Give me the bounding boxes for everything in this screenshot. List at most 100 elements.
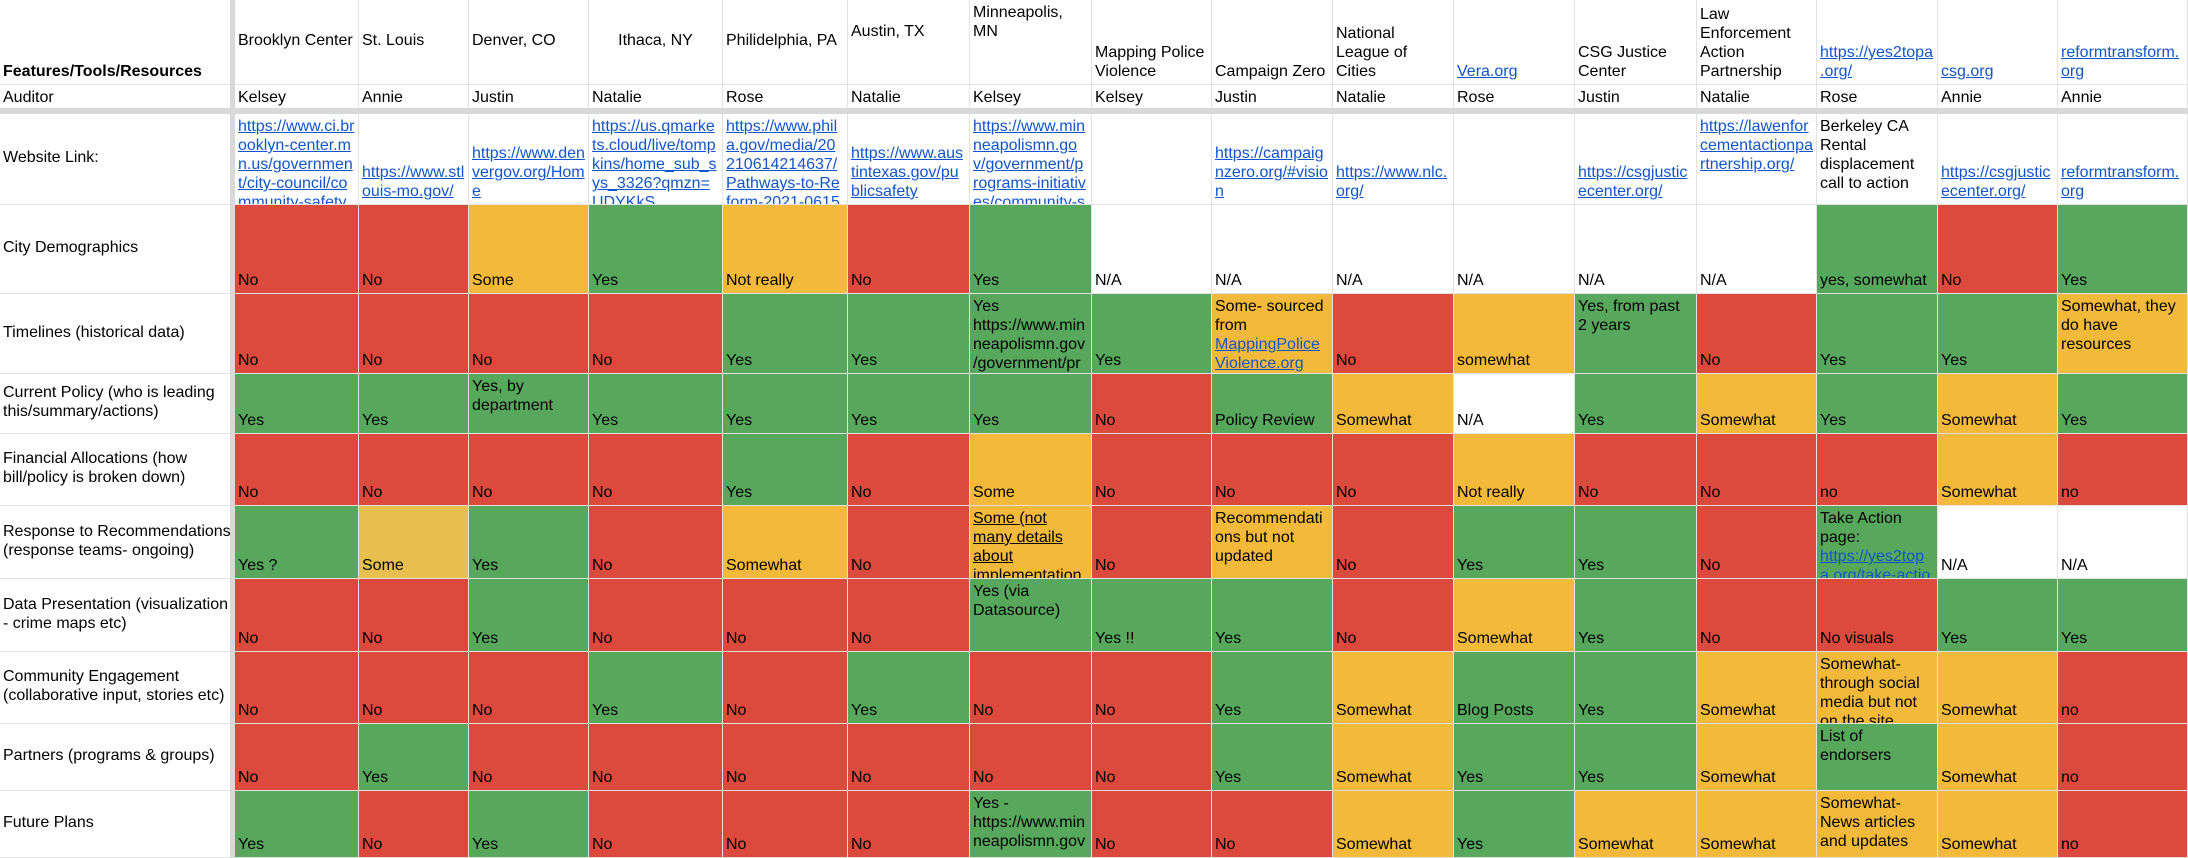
data-cell[interactable]: Policy Review	[1212, 374, 1333, 434]
data-cell[interactable]: Some	[469, 205, 589, 294]
data-cell[interactable]: https://www.phila.gov/media/202106142146…	[723, 114, 848, 205]
data-cell[interactable]: Somewhat	[1333, 724, 1454, 791]
data-cell[interactable]: Somewhat	[723, 506, 848, 579]
data-cell[interactable]: somewhat	[1454, 294, 1575, 374]
data-cell[interactable]: https://www.nlc.org/	[1333, 114, 1454, 205]
header-cell-https-yes2topa-org[interactable]: https://yes2topa.org/	[1817, 0, 1938, 85]
row-label-current-policy-who-is-leading-this-summary-actions[interactable]: Current Policy (who is leading this/summ…	[0, 374, 235, 434]
data-cell[interactable]: Yes	[469, 791, 589, 858]
data-cell[interactable]: Yes	[1817, 294, 1938, 374]
data-cell[interactable]: No	[235, 724, 359, 791]
data-cell[interactable]: Yes	[235, 791, 359, 858]
data-cell[interactable]: No	[1092, 791, 1212, 858]
data-cell[interactable]: Somewhat	[1697, 791, 1817, 858]
data-cell[interactable]: Somewhat	[1697, 652, 1817, 724]
data-cell[interactable]: Somewhat	[1938, 724, 2058, 791]
data-cell[interactable]: Somewhat-through social media but not on…	[1817, 652, 1938, 724]
data-cell[interactable]: No	[359, 434, 469, 506]
data-cell[interactable]: No	[359, 579, 469, 652]
row-label-data-presentation-visualization-crime-maps-etc[interactable]: Data Presentation (visualization - crime…	[0, 579, 235, 652]
row-label-city-demographics[interactable]: City Demographics	[0, 205, 235, 294]
header-cell-reformtransform-org[interactable]: reformtransform.org	[2058, 0, 2188, 85]
data-cell[interactable]: Yes	[1454, 724, 1575, 791]
cell-link[interactable]: MappingPoliceViolence.org	[1215, 336, 1320, 372]
data-cell[interactable]: https://www.stlouis-mo.gov/	[359, 114, 469, 205]
row-label-partners-programs-groups[interactable]: Partners (programs & groups)	[0, 724, 235, 791]
header-cell-campaign-zero[interactable]: Campaign Zero	[1212, 0, 1333, 85]
header-cell-st-louis[interactable]: St. Louis	[359, 0, 469, 85]
data-cell[interactable]: Yes	[469, 579, 589, 652]
row-label-financial-allocations-how-bill-policy-is-broken-down[interactable]: Financial Allocations (how bill/policy i…	[0, 434, 235, 506]
data-cell[interactable]: Somewhat	[1938, 434, 2058, 506]
data-cell[interactable]: Somewhat- News articles and updates	[1817, 791, 1938, 858]
data-cell[interactable]: https://csgjusticecenter.org/	[1575, 114, 1697, 205]
data-cell[interactable]: Berkeley CA Rental displacement call to …	[1817, 114, 1938, 205]
data-cell[interactable]: No	[1697, 434, 1817, 506]
data-cell[interactable]: https://lawenforcementactionpartnership.…	[1697, 114, 1817, 205]
data-cell[interactable]: Not really	[723, 205, 848, 294]
data-cell[interactable]: no	[2058, 652, 2188, 724]
data-cell[interactable]: No	[723, 724, 848, 791]
data-cell[interactable]: Yes	[723, 374, 848, 434]
header-cell-philidelphia-pa[interactable]: Philidelphia, PA	[723, 0, 848, 85]
data-cell[interactable]: No	[723, 791, 848, 858]
data-cell[interactable]: Yes	[1575, 724, 1697, 791]
data-cell[interactable]: Yes, from past 2 years	[1575, 294, 1697, 374]
data-cell[interactable]: No	[1092, 374, 1212, 434]
data-cell[interactable]: No	[589, 294, 723, 374]
data-cell[interactable]: No	[235, 294, 359, 374]
header-cell-csg-justice-center[interactable]: CSG Justice Center	[1575, 0, 1697, 85]
data-cell[interactable]: List of endorsers	[1817, 724, 1938, 791]
data-cell[interactable]: No	[589, 434, 723, 506]
cell-link[interactable]: https://yes2topa.org/take-actio	[1820, 548, 1931, 579]
data-cell[interactable]: Yes	[1454, 791, 1575, 858]
header-cell-mapping-police-violence[interactable]: Mapping Police Violence	[1092, 0, 1212, 85]
data-cell[interactable]: No	[1938, 205, 2058, 294]
data-cell[interactable]: Yes	[1212, 579, 1333, 652]
header-cell-law-enforcement-action-partnership[interactable]: Law Enforcement Action Partnership	[1697, 0, 1817, 85]
data-cell[interactable]: N/A	[2058, 506, 2188, 579]
data-cell[interactable]: No	[848, 205, 970, 294]
data-cell[interactable]: No visuals	[1817, 579, 1938, 652]
data-cell[interactable]: No	[359, 205, 469, 294]
header-cell-national-league-of-cities[interactable]: National League of Cities	[1333, 0, 1454, 85]
data-cell[interactable]: Yes	[723, 294, 848, 374]
data-cell[interactable]: Yes ?	[235, 506, 359, 579]
data-cell[interactable]: No	[723, 579, 848, 652]
data-cell[interactable]: Yes, by department	[469, 374, 589, 434]
data-cell[interactable]: Somewhat	[1454, 579, 1575, 652]
data-cell[interactable]: No	[469, 652, 589, 724]
data-cell[interactable]: Yes	[2058, 374, 2188, 434]
data-cell[interactable]	[1092, 114, 1212, 205]
header-cell-ithaca-ny[interactable]: Ithaca, NY	[589, 0, 723, 85]
data-cell[interactable]: Yes	[469, 506, 589, 579]
data-cell[interactable]: No	[235, 434, 359, 506]
data-cell[interactable]: Yes	[359, 374, 469, 434]
data-cell[interactable]: Yes !!	[1092, 579, 1212, 652]
data-cell[interactable]: Yes	[589, 205, 723, 294]
data-cell[interactable]: No	[1212, 791, 1333, 858]
data-cell[interactable]: Some	[970, 434, 1092, 506]
data-cell[interactable]: No	[848, 506, 970, 579]
data-cell[interactable]: No	[359, 652, 469, 724]
data-cell[interactable]: Somewhat	[1697, 374, 1817, 434]
data-cell[interactable]: Yes	[1212, 724, 1333, 791]
data-cell[interactable]	[1454, 114, 1575, 205]
data-cell[interactable]: No	[848, 724, 970, 791]
data-cell[interactable]: No	[235, 205, 359, 294]
data-cell[interactable]: Somewhat, they do have resources	[2058, 294, 2188, 374]
data-cell[interactable]: No	[589, 724, 723, 791]
data-cell[interactable]: No	[469, 434, 589, 506]
row-label-community-engagement-collaborative-input-stories-etc[interactable]: Community Engagement (collaborative inpu…	[0, 652, 235, 724]
data-cell[interactable]: no	[1817, 434, 1938, 506]
data-cell[interactable]: Some (not many details about implementat…	[970, 506, 1092, 579]
data-cell[interactable]: Yes	[235, 374, 359, 434]
data-cell[interactable]: No	[848, 791, 970, 858]
data-cell[interactable]: Somewhat	[1938, 652, 2058, 724]
data-cell[interactable]: No	[589, 506, 723, 579]
data-cell[interactable]: Somewhat	[1938, 791, 2058, 858]
data-cell[interactable]: No	[1092, 724, 1212, 791]
data-cell[interactable]: No	[1575, 434, 1697, 506]
frozen-row-divider[interactable]	[0, 108, 2188, 114]
header-cell-austin-tx[interactable]: Austin, TX	[848, 0, 970, 85]
